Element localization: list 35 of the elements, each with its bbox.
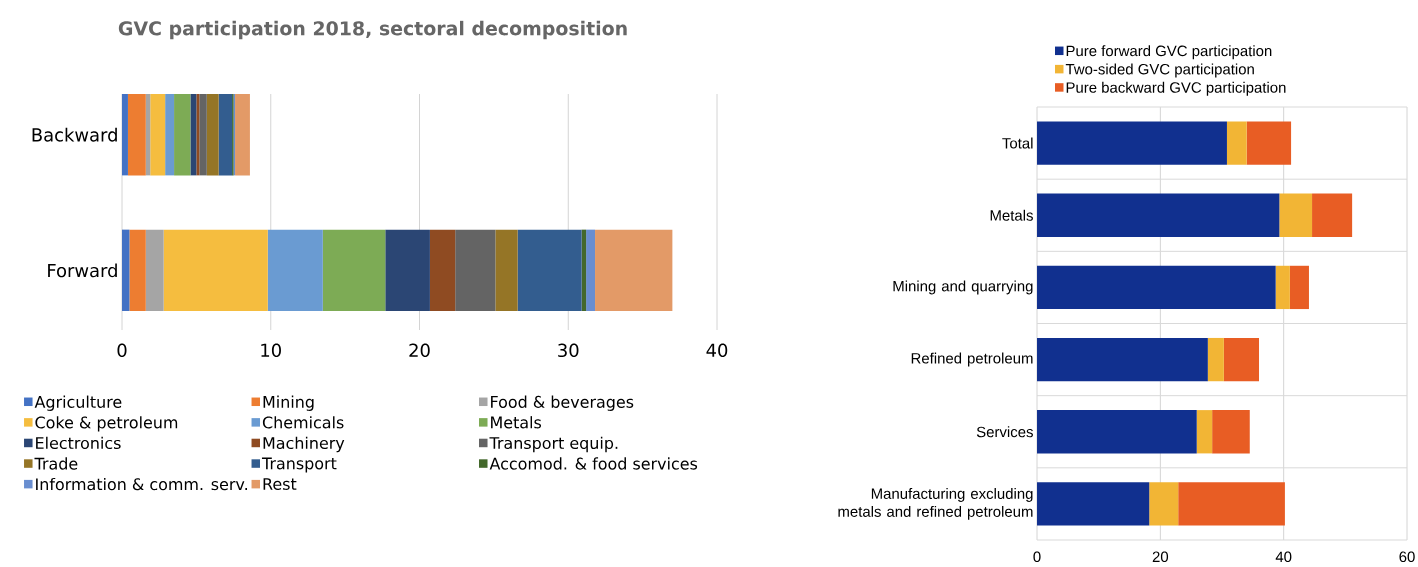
y-tick-label: Metals xyxy=(990,209,1033,221)
legend-label: Trade xyxy=(34,457,78,470)
y-tick-label: Total xyxy=(1002,137,1033,149)
x-tick-label: 40 xyxy=(1275,551,1292,563)
x-tick-label: 20 xyxy=(409,343,430,358)
legend-label: Electronics xyxy=(36,436,121,450)
legend-label: Agriculture xyxy=(34,395,122,411)
y-tick-label: Mining and quarrying xyxy=(893,280,1033,295)
legend-label: Machinery xyxy=(263,436,345,453)
chart-title: GVC participation 2018, sectoral decomposition xyxy=(118,20,627,40)
y-tick-label: Services xyxy=(976,426,1033,438)
legend-label: Two-sided GVC participation xyxy=(1065,63,1254,78)
legend-label: Chemicals xyxy=(262,416,344,429)
y-tick-label: Manufacturing excluding metals and refined petroleum xyxy=(838,487,1033,520)
legend-label: Accomod. & food services xyxy=(489,457,698,470)
legend-label: Transport equip. xyxy=(489,436,618,453)
x-tick-label: 20 xyxy=(1152,551,1169,563)
legend-label: Pure forward GVC participation xyxy=(1066,45,1272,60)
x-tick-label: 60 xyxy=(1399,551,1415,563)
legend-label: Information & comm. serv. xyxy=(36,477,247,491)
legend-label: Transport xyxy=(261,457,337,473)
x-tick-label: 10 xyxy=(261,343,281,358)
y-tick-label: Forward xyxy=(48,263,117,278)
legend-label: Pure backward GVC participation xyxy=(1066,81,1286,96)
x-tick-label: 0 xyxy=(1033,551,1041,563)
x-tick-label: 40 xyxy=(706,343,728,358)
x-tick-label: 0 xyxy=(117,343,127,358)
y-tick-label: Backward xyxy=(32,127,117,142)
legend-label: Coke & petroleum xyxy=(35,416,178,432)
y-tick-label: Refined petroleum xyxy=(911,352,1033,367)
legend-label: Metals xyxy=(491,416,542,429)
legend-label: Rest xyxy=(263,478,297,490)
legend-label: Mining xyxy=(263,395,314,411)
legend-label: Food & beverages xyxy=(491,395,634,411)
x-tick-label: 30 xyxy=(558,343,579,358)
